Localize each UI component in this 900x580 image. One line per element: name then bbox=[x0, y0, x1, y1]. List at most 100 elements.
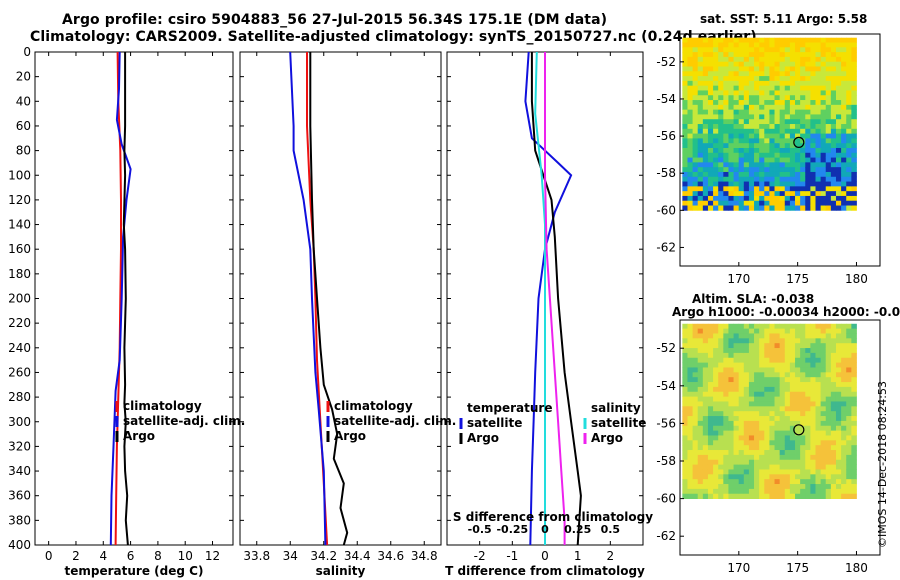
map-cell bbox=[697, 348, 704, 354]
map-cell bbox=[825, 377, 832, 383]
map-cell bbox=[692, 464, 699, 470]
map-cell bbox=[830, 133, 837, 139]
map-cell bbox=[789, 362, 796, 368]
map-cell bbox=[779, 488, 786, 495]
map-cell bbox=[702, 147, 709, 154]
map-cell bbox=[707, 205, 714, 211]
map-cell bbox=[835, 181, 842, 187]
map-cell bbox=[805, 484, 811, 490]
map-cell bbox=[846, 367, 852, 373]
map-cell bbox=[846, 454, 852, 461]
map-cell bbox=[820, 95, 827, 101]
sla_map-cells bbox=[682, 323, 857, 499]
map-cell bbox=[846, 56, 852, 63]
map-cell bbox=[748, 459, 755, 466]
map-cell bbox=[769, 333, 775, 339]
map-cell bbox=[728, 128, 734, 134]
map-cell bbox=[779, 386, 786, 393]
map-cell bbox=[835, 348, 842, 354]
map-cell bbox=[815, 435, 822, 441]
map-cell bbox=[830, 450, 837, 456]
map-cell bbox=[754, 333, 760, 339]
map-cell bbox=[759, 47, 765, 53]
map-cell bbox=[825, 469, 832, 475]
map-cell bbox=[682, 396, 688, 402]
map-cell bbox=[728, 362, 734, 368]
map-cell bbox=[795, 411, 801, 417]
map-cell bbox=[687, 133, 693, 139]
map-cell bbox=[682, 56, 688, 63]
map-cell bbox=[820, 425, 827, 432]
map-cell bbox=[754, 396, 760, 402]
map-cell bbox=[846, 138, 852, 144]
map-cell bbox=[795, 348, 801, 354]
map-cell bbox=[743, 435, 750, 441]
map-cell bbox=[810, 104, 816, 111]
map-cell bbox=[723, 37, 729, 43]
map-cell bbox=[835, 52, 842, 58]
map-cell bbox=[733, 357, 740, 364]
map-cell bbox=[846, 348, 852, 354]
map-cell bbox=[774, 348, 781, 354]
map-cell bbox=[830, 100, 837, 106]
map-cell bbox=[754, 435, 760, 441]
map-cell bbox=[764, 90, 770, 96]
map-cell bbox=[805, 119, 811, 125]
map-cell bbox=[805, 488, 811, 495]
map-cell bbox=[779, 391, 786, 398]
map-cell bbox=[692, 85, 699, 91]
map-cell bbox=[764, 362, 770, 368]
map-cell bbox=[759, 430, 765, 436]
map-cell bbox=[764, 484, 770, 490]
map-cell bbox=[764, 357, 770, 364]
map-cell bbox=[830, 445, 837, 451]
map-cell bbox=[846, 372, 852, 378]
map-cell bbox=[789, 352, 796, 359]
map-cell bbox=[713, 425, 719, 432]
map-cell bbox=[769, 109, 775, 115]
map-cell bbox=[707, 61, 714, 67]
map-cell bbox=[779, 61, 786, 67]
map-cell bbox=[728, 488, 734, 495]
map-cell bbox=[800, 171, 806, 178]
map-cell bbox=[687, 352, 693, 359]
map-cell bbox=[702, 56, 709, 63]
map-cell bbox=[810, 377, 816, 383]
map-cell bbox=[718, 100, 724, 106]
map-cell bbox=[692, 352, 699, 359]
map-cell bbox=[764, 450, 770, 456]
top-tick-label: 0.25 bbox=[564, 523, 591, 536]
map-cell bbox=[733, 328, 740, 334]
x-tick-label: 34.6 bbox=[377, 549, 404, 563]
map-cell bbox=[713, 343, 719, 349]
map-cell bbox=[754, 90, 760, 96]
map-cell bbox=[682, 469, 688, 475]
map-cell bbox=[733, 445, 740, 451]
map-cell bbox=[754, 362, 760, 368]
map-cell bbox=[743, 484, 750, 490]
map-cell bbox=[830, 42, 837, 48]
map-cell bbox=[723, 338, 729, 344]
map-cell bbox=[841, 200, 847, 206]
map-cell bbox=[692, 90, 699, 96]
map-cell bbox=[723, 124, 729, 130]
map-cell bbox=[851, 66, 857, 72]
map-cell bbox=[835, 119, 842, 125]
map-cell bbox=[682, 200, 688, 206]
map-cell bbox=[841, 435, 847, 441]
map-cell bbox=[682, 42, 688, 48]
map-cell bbox=[697, 464, 704, 470]
map-cell bbox=[759, 323, 765, 330]
map-cell bbox=[718, 459, 724, 466]
map-cell bbox=[830, 80, 837, 87]
map-cell bbox=[769, 95, 775, 101]
map-cell bbox=[810, 61, 816, 67]
map-cell bbox=[754, 454, 760, 461]
map-cell bbox=[733, 133, 740, 139]
map-cell bbox=[815, 411, 822, 417]
map-cell bbox=[728, 333, 734, 339]
map-cell bbox=[733, 95, 740, 101]
x-tick-label: 0 bbox=[541, 549, 549, 563]
map-cell bbox=[769, 176, 775, 182]
map-cell bbox=[774, 469, 781, 475]
